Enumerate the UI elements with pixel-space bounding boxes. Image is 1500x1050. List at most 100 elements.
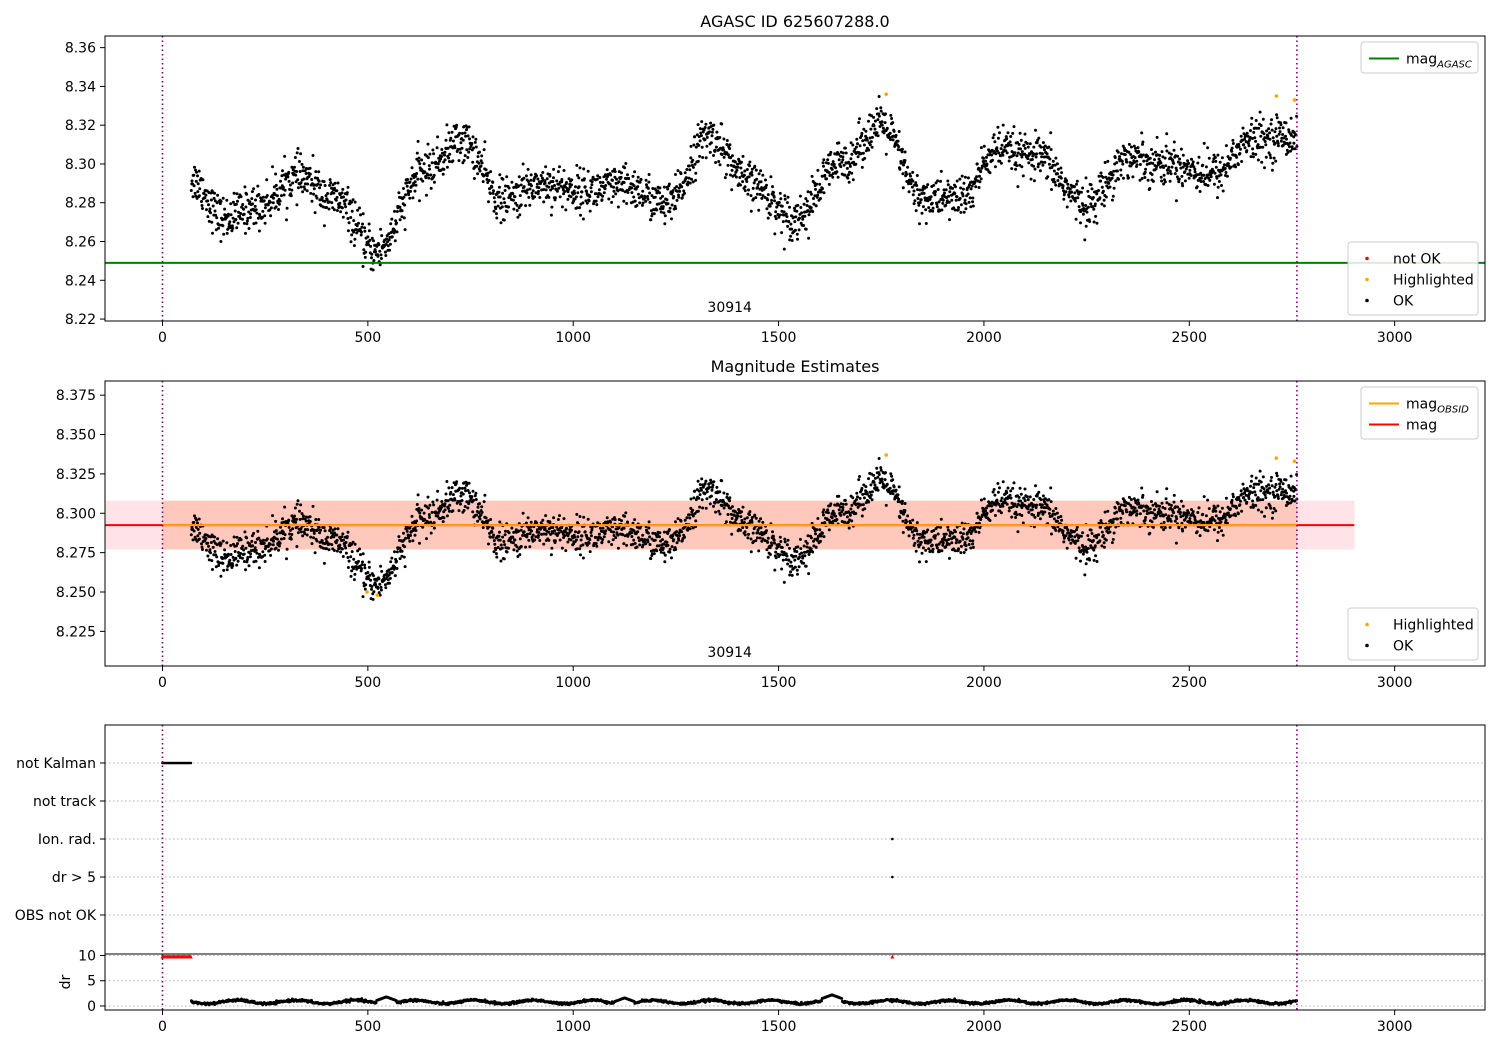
ok-point xyxy=(1295,144,1299,148)
y-tick-label: 8.36 xyxy=(65,41,96,57)
ok-point xyxy=(837,158,841,162)
ok-point xyxy=(927,206,931,210)
ok-point xyxy=(676,169,680,173)
ok-point xyxy=(475,513,479,517)
ok-point xyxy=(1136,146,1140,150)
ok-point xyxy=(602,191,606,195)
ok-point xyxy=(847,526,851,530)
ok-point xyxy=(758,536,762,540)
ok-point xyxy=(1023,132,1027,136)
ok-point xyxy=(754,539,758,543)
ok-point xyxy=(230,229,234,233)
ok-point xyxy=(944,532,948,536)
ok-point xyxy=(1083,573,1087,577)
ok-point xyxy=(398,557,402,561)
ok-point xyxy=(1259,134,1263,138)
ok-point xyxy=(577,185,581,189)
ok-point xyxy=(296,147,300,150)
ok-point xyxy=(689,497,693,501)
ok-point xyxy=(1271,161,1275,165)
ok-point xyxy=(771,185,774,189)
ok-point xyxy=(1261,117,1265,121)
ok-point xyxy=(614,192,618,196)
ok-point xyxy=(671,533,675,537)
ok-point xyxy=(321,205,325,209)
ok-point xyxy=(239,552,243,555)
ok-point xyxy=(785,554,789,558)
ok-point xyxy=(299,181,303,185)
ok-point xyxy=(970,180,973,184)
ok-point xyxy=(906,514,910,518)
ok-point xyxy=(229,202,233,206)
ok-point xyxy=(714,161,718,164)
ok-point xyxy=(991,158,994,162)
ok-point xyxy=(338,543,342,547)
ok-point xyxy=(265,537,269,541)
ok-point xyxy=(1222,163,1226,167)
ok-point xyxy=(1011,131,1015,135)
ok-point xyxy=(979,518,983,521)
ok-point xyxy=(655,208,659,212)
ok-point xyxy=(1159,165,1162,169)
ok-point xyxy=(346,185,350,189)
ok-point xyxy=(1004,149,1008,153)
ok-point xyxy=(1270,128,1274,132)
ok-point xyxy=(463,154,467,158)
ok-point xyxy=(835,170,839,174)
ok-point xyxy=(221,196,225,200)
ok-point xyxy=(877,473,881,476)
ok-point xyxy=(813,194,817,198)
ok-point xyxy=(630,186,634,190)
ok-point xyxy=(315,196,319,200)
ok-point xyxy=(460,486,464,490)
ok-point xyxy=(231,564,235,568)
ok-point xyxy=(1034,506,1038,510)
ok-point xyxy=(395,230,399,234)
ok-point xyxy=(638,543,642,547)
ok-point xyxy=(1081,552,1085,556)
ok-point xyxy=(548,174,552,178)
ok-point xyxy=(467,150,471,154)
ok-point xyxy=(1027,161,1031,165)
ok-point xyxy=(683,535,686,539)
ok-point xyxy=(1007,496,1011,500)
ok-point xyxy=(954,198,958,202)
ok-point xyxy=(1089,528,1093,532)
ok-point xyxy=(327,542,331,546)
ok-point xyxy=(442,167,446,171)
ok-point xyxy=(730,168,734,172)
ok-point xyxy=(594,535,598,539)
ok-point xyxy=(1049,148,1053,151)
ok-point xyxy=(528,545,532,549)
ok-point xyxy=(269,206,273,210)
ok-point xyxy=(647,520,651,524)
ok-point xyxy=(982,497,986,501)
ok-point xyxy=(448,152,452,156)
ok-point xyxy=(343,202,347,206)
ok-point xyxy=(244,205,248,209)
ok-point xyxy=(278,199,282,203)
ok-point xyxy=(1218,160,1222,164)
ok-point xyxy=(1016,530,1020,534)
ok-point xyxy=(395,210,399,213)
ok-point xyxy=(783,197,787,201)
ok-point xyxy=(977,530,981,534)
ok-point xyxy=(1034,484,1037,488)
ok-point xyxy=(307,175,311,178)
ok-point xyxy=(651,531,655,535)
ok-point xyxy=(209,541,213,544)
ok-point xyxy=(704,122,708,126)
ok-point xyxy=(525,535,529,539)
ok-point xyxy=(385,572,389,576)
ok-point xyxy=(1067,538,1071,542)
ok-point xyxy=(330,201,334,205)
ok-point xyxy=(822,508,826,512)
ok-point xyxy=(633,541,637,545)
ok-point xyxy=(393,209,396,213)
ok-point xyxy=(413,189,417,193)
ok-point xyxy=(289,194,293,198)
ok-point xyxy=(1032,179,1036,183)
ok-point xyxy=(691,165,695,169)
ok-point xyxy=(911,193,915,197)
ok-point xyxy=(1113,156,1117,159)
